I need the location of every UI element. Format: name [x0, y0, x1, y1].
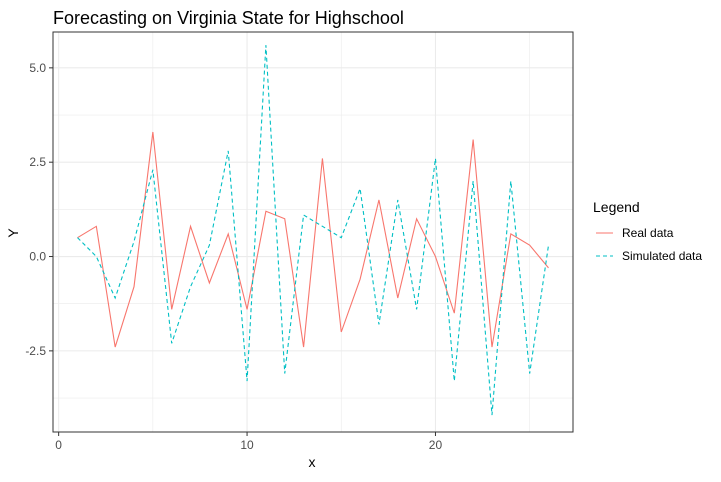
- y-tick-label: 2.5: [29, 155, 46, 169]
- legend-label: Simulated data: [622, 249, 702, 263]
- x-tick-label: 0: [55, 438, 62, 452]
- legend-title: Legend: [593, 199, 640, 215]
- axis-ticks: 0 10 20 -2.5 0.0 2.5 5.0: [25, 61, 442, 452]
- x-axis-title: x: [309, 454, 316, 470]
- y-tick-label: 5.0: [29, 61, 46, 75]
- legend: Legend Real data Simulated data: [593, 199, 702, 263]
- plot-panel-border: [52, 31, 574, 433]
- series-line-2: [77, 45, 550, 416]
- series-line-1: [77, 131, 549, 348]
- legend-label: Real data: [622, 226, 674, 240]
- gridlines: [53, 32, 573, 432]
- y-tick-label: 0.0: [29, 250, 46, 264]
- x-tick-label: 20: [429, 438, 443, 452]
- series-lines: [77, 45, 550, 416]
- y-tick-label: -2.5: [25, 344, 46, 358]
- y-axis-title: Y: [5, 228, 21, 238]
- chart-title: Forecasting on Virginia State for Highsc…: [53, 8, 404, 28]
- x-tick-label: 10: [240, 438, 254, 452]
